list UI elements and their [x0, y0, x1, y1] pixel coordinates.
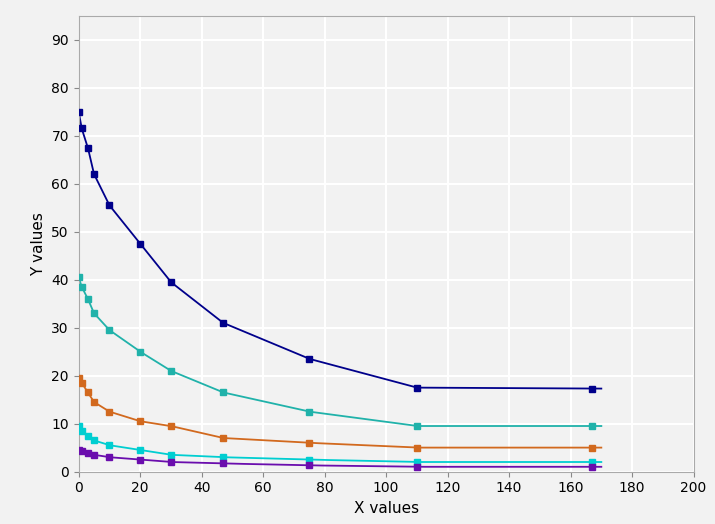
- X-axis label: X values: X values: [353, 501, 419, 516]
- Y-axis label: Y values: Y values: [31, 212, 46, 276]
